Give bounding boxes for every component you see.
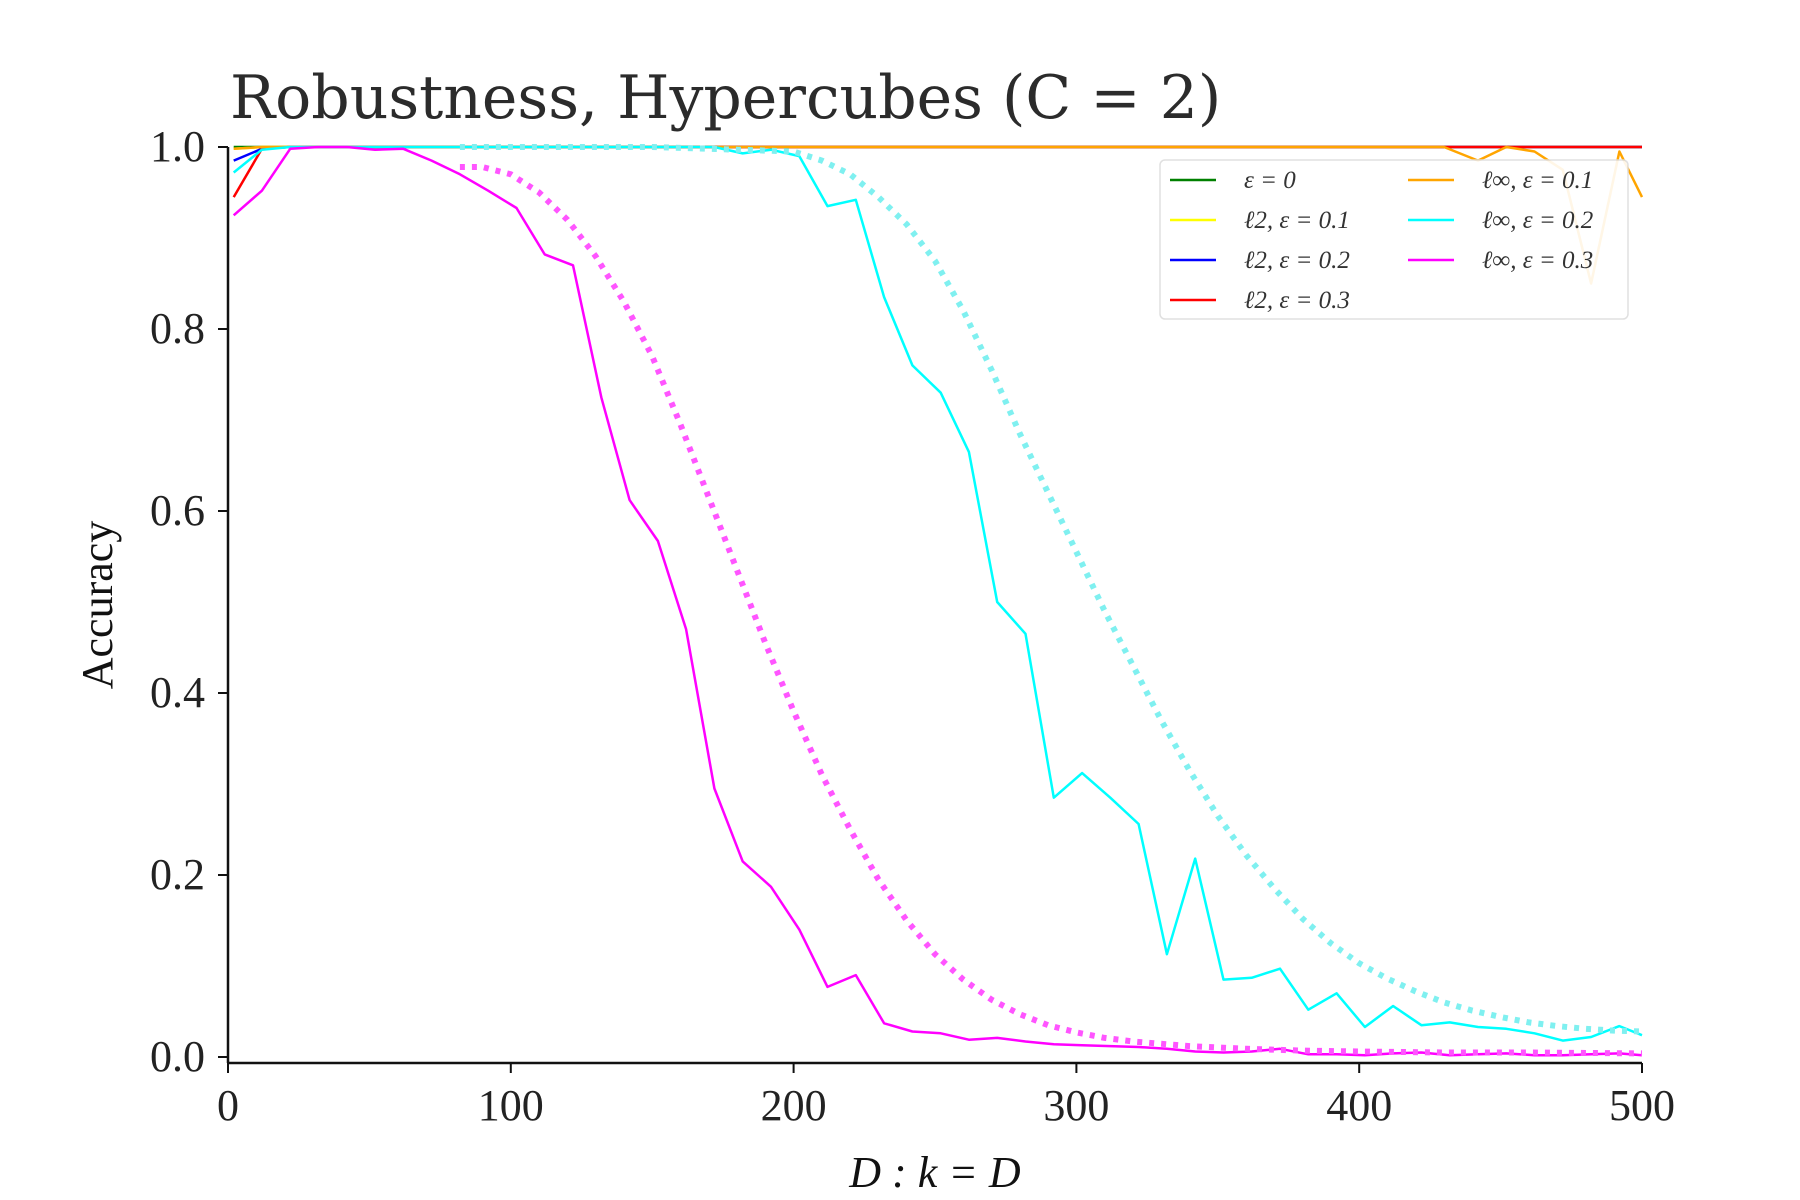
legend-label-0: ε = 0 <box>1244 167 1296 194</box>
legend: ε = 0 ℓ2, ε = 0.1 ℓ2, ε = 0.2 ℓ2, ε = 0.3 ℓ∞… <box>1159 159 1629 320</box>
chart-title: Robustness, Hypercubes (C = 2) <box>230 63 1221 133</box>
y-tick-label: 1.0 <box>150 122 205 171</box>
ticks: 0 100 200 300 400 500 0.0 0.2 0.4 0.6 0.8 1.0 <box>150 122 1675 1130</box>
legend-label-2-0.2: ℓ2, ε = 0.2 <box>1244 247 1350 274</box>
x-tick-label: 0 <box>217 1081 239 1130</box>
y-tick-label: 0.2 <box>150 850 205 899</box>
x-tick-label: 400 <box>1326 1081 1392 1130</box>
series-line-6 <box>232 145 1643 1057</box>
y-tick-label: 0.0 <box>150 1032 205 1081</box>
legend-label-0.3: ℓ∞, ε = 0.3 <box>1482 247 1593 274</box>
chart-title-group: Robustness, Hypercubes (C = 2) <box>230 63 1221 133</box>
axes <box>226 147 1642 1065</box>
x-tick-label: 100 <box>478 1081 544 1130</box>
x-tick-label: 500 <box>1609 1081 1675 1130</box>
legend-label-2-0.1: ℓ2, ε = 0.1 <box>1244 207 1350 234</box>
y-tick-label: 0.6 <box>150 486 205 535</box>
series-line-7-dotted <box>459 144 1643 1035</box>
series-line-2 <box>233 145 1642 162</box>
legend-frame <box>1159 159 1629 320</box>
y-tick-label: 0.8 <box>150 304 205 353</box>
x-tick-label: 200 <box>761 1081 827 1130</box>
y-tick-label: 0.4 <box>150 668 205 717</box>
legend-label-2-0.3: ℓ2, ε = 0.3 <box>1244 287 1350 314</box>
plot-lines <box>232 144 1644 1057</box>
series-line-5 <box>232 145 1643 1042</box>
legend-label-0.2: ℓ∞, ε = 0.2 <box>1482 207 1593 234</box>
x-axis-label: D : k = D <box>848 1148 1021 1197</box>
series-line-8-dotted <box>459 164 1643 1057</box>
y-axis-label: Accuracy <box>73 521 122 690</box>
legend-label-0.1: ℓ∞, ε = 0.1 <box>1482 167 1593 194</box>
x-tick-label: 300 <box>1043 1081 1109 1130</box>
